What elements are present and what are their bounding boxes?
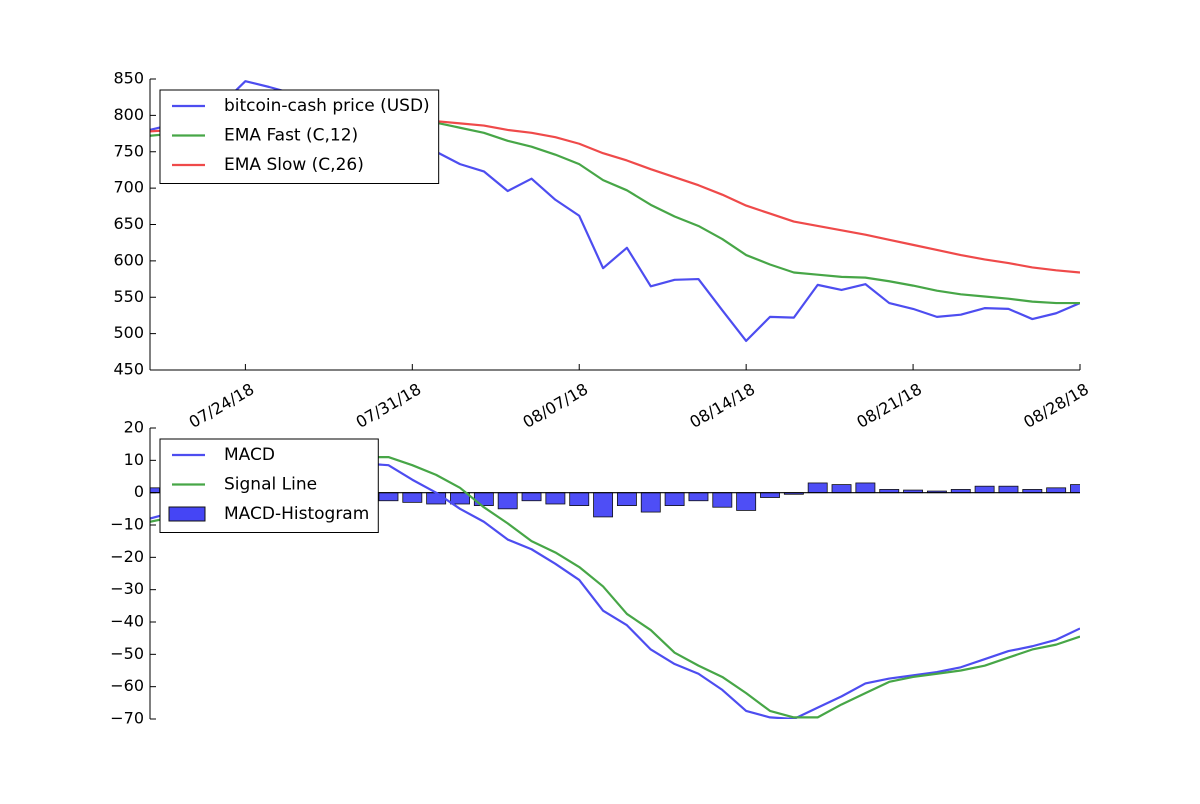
y-tick-label: −40: [110, 612, 144, 631]
histogram-bar: [1070, 484, 1080, 494]
legend-label: bitcoin-cash price (USD): [224, 96, 430, 116]
y-tick-label: −60: [110, 676, 144, 695]
y-tick-label: 20: [124, 418, 144, 437]
y-tick-label: 450: [113, 360, 144, 379]
y-tick-label: 800: [113, 105, 144, 124]
legend-swatch: [168, 506, 206, 522]
y-tick-label: −50: [110, 644, 144, 663]
histogram-bar: [545, 492, 566, 505]
histogram-bar: [521, 492, 542, 502]
histogram-bar: [497, 492, 518, 510]
histogram-bar: [616, 492, 637, 506]
histogram-bar: [688, 492, 709, 502]
legend: bitcoin-cash price (USD) EMA Fast (C,12) E…: [159, 89, 440, 184]
histogram-bar: [831, 484, 852, 494]
legend-label: MACD: [224, 445, 275, 465]
y-tick-label: −10: [110, 515, 144, 534]
histogram-bar: [974, 485, 995, 494]
histogram-bar: [998, 485, 1019, 494]
y-tick-label: 500: [113, 323, 144, 342]
histogram-bar: [855, 482, 876, 494]
histogram-bar: [640, 492, 661, 513]
y-tick-label: −30: [110, 579, 144, 598]
legend-label: MACD-Histogram: [224, 504, 369, 524]
y-tick-label: 650: [113, 214, 144, 233]
y-tick-label: 10: [124, 450, 144, 469]
histogram-bar: [378, 492, 399, 502]
legend-label: EMA Fast (C,12): [224, 126, 358, 146]
histogram-bar: [402, 492, 423, 503]
histogram-bar: [712, 492, 733, 508]
histogram-bar: [1046, 487, 1067, 494]
histogram-bar: [569, 492, 590, 506]
y-tick-label: 550: [113, 287, 144, 306]
legend-label: Signal Line: [224, 475, 317, 495]
y-tick-label: 0: [134, 482, 144, 501]
legend: MACD Signal Line MACD-Histogram: [159, 438, 379, 533]
histogram-bar: [473, 492, 494, 506]
legend-box: [159, 89, 440, 184]
y-tick-label: −70: [110, 709, 144, 728]
histogram-bar: [664, 492, 685, 506]
subplot: −70 −60 −50 −40 −30 −20 −10 0 10 20 MACD Signal Lin…: [110, 418, 1080, 728]
y-tick-label: 700: [113, 178, 144, 197]
histogram-bar: [760, 492, 780, 498]
y-tick-label: 850: [113, 69, 144, 88]
legend-label: EMA Slow (C,26): [224, 155, 364, 175]
y-tick-label: 600: [113, 250, 144, 269]
y-tick-label: −20: [110, 547, 144, 566]
histogram-bar: [807, 482, 828, 494]
y-tick-label: 750: [113, 141, 144, 160]
histogram-bar: [593, 492, 614, 518]
histogram-bar: [736, 492, 757, 511]
